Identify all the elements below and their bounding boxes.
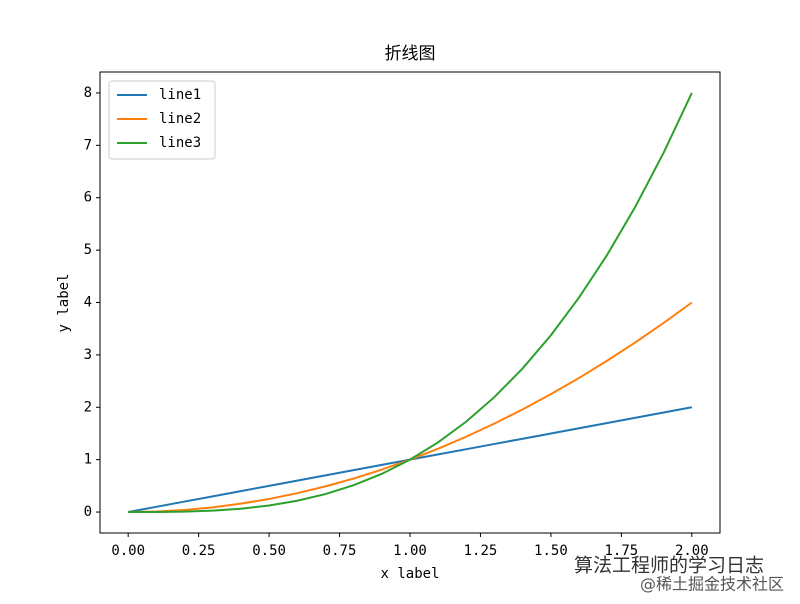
line-series [128, 92, 693, 514]
y-tick-label: 8 [84, 85, 92, 101]
y-tick-label: 1 [84, 452, 92, 468]
chart-title: 折线图 [385, 44, 436, 64]
watermark: @稀土掘金技术社区 [640, 575, 784, 594]
y-tick-label: 5 [84, 242, 92, 258]
plot-frame [99, 71, 721, 534]
x-tick-label: 1.50 [534, 543, 568, 559]
y-tick-label: 3 [84, 347, 92, 363]
y-tick-label: 7 [84, 137, 92, 153]
x-tick-label: 1.75 [605, 543, 639, 559]
x-tick-label: 1.00 [393, 543, 427, 559]
x-tick-label: 2.00 [675, 543, 709, 559]
y-axis-label: y label [56, 273, 72, 332]
y-tick-label: 4 [84, 295, 92, 311]
x-tick-label: 0.75 [323, 543, 357, 559]
legend-label: line3 [159, 135, 201, 151]
x-tick-label: 1.25 [464, 543, 498, 559]
y-tick-label: 6 [84, 190, 92, 206]
x-axis-label: x label [380, 566, 439, 582]
y-tick-label: 0 [84, 504, 92, 520]
x-tick-label: 0.25 [182, 543, 216, 559]
legend-label: line2 [159, 111, 201, 127]
x-tick-label: 0.00 [111, 543, 145, 559]
y-tick-label: 2 [84, 399, 92, 415]
legend-box [108, 80, 216, 160]
legend-label: line1 [159, 87, 201, 103]
x-tick-label: 0.50 [252, 543, 286, 559]
watermark: 算法工程师的学习日志 [574, 555, 764, 577]
